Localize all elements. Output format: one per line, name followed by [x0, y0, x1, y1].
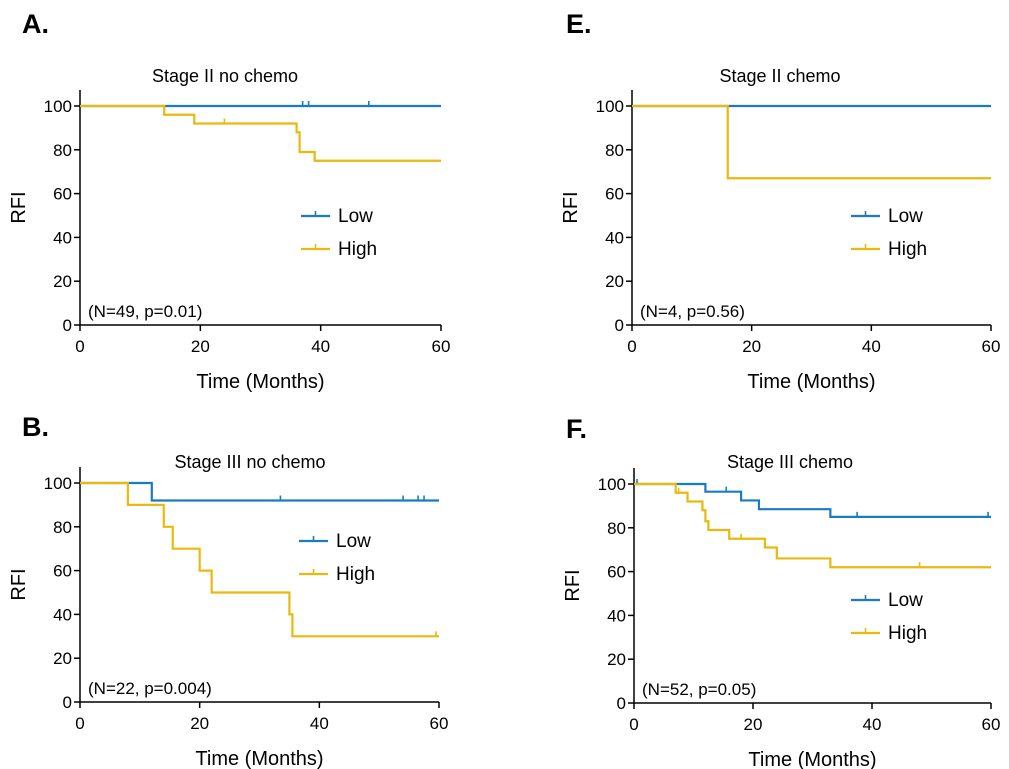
stats-annotation: (N=22, p=0.004): [88, 679, 212, 698]
y-tick-label: 20: [605, 272, 624, 291]
plot-title: Stage II no chemo: [152, 66, 298, 86]
y-tick-label: 40: [605, 228, 624, 247]
y-tick-label: 0: [617, 694, 626, 713]
y-tick-label: 80: [605, 141, 624, 160]
y-tick-label: 60: [53, 185, 72, 204]
x-tick-label: 40: [310, 714, 329, 733]
legend-label-low: Low: [338, 206, 373, 227]
x-tick-label: 0: [629, 715, 638, 734]
series-line-low: [634, 482, 991, 518]
x-tick-label: 0: [75, 337, 84, 356]
y-tick-label: 20: [53, 649, 72, 668]
y-tick-label: 80: [607, 519, 626, 538]
x-tick-label: 40: [862, 337, 881, 356]
x-tick-label: 20: [191, 337, 210, 356]
series-line-high: [632, 104, 991, 180]
y-tick-label: 40: [53, 605, 72, 624]
km-panel-f: F. Stage III chemo 0 20 40 60 80 100 0 20 40 60 Tim…: [562, 414, 1000, 769]
legend-label-high: High: [336, 564, 375, 585]
y-tick-label: 100: [598, 475, 626, 494]
x-tick-label: 20: [744, 715, 763, 734]
plot-title: Stage II chemo: [719, 66, 840, 86]
y-axis-label: RFI: [560, 191, 582, 223]
x-tick-label: 20: [190, 714, 209, 733]
km-panel-e: E. Stage II chemo 0 20 40 60 80 100 0 20 40 60 Time…: [560, 9, 1000, 393]
y-axis-label: RFI: [8, 568, 30, 600]
y-tick-label: 40: [53, 228, 72, 247]
y-tick-label: 60: [607, 563, 626, 582]
legend-label-low: Low: [888, 590, 923, 611]
stats-annotation: (N=52, p=0.05): [642, 680, 756, 699]
plot-title: Stage III no chemo: [174, 452, 325, 472]
x-axis-label: Time (Months): [747, 371, 875, 393]
x-tick-label: 20: [742, 337, 761, 356]
legend-label-high: High: [338, 239, 377, 260]
x-axis-label: Time (Months): [196, 371, 324, 393]
series-line-high: [634, 482, 991, 569]
plot-title: Stage III chemo: [727, 452, 853, 472]
panel-letter: A.: [22, 9, 49, 39]
km-panel-b: B. Stage III no chemo 0 20 40 60 80 100 0 20 40 60…: [8, 412, 448, 769]
y-tick-label: 80: [53, 518, 72, 537]
x-axis-label: Time (Months): [748, 749, 876, 769]
series-line-high: [80, 481, 439, 638]
x-tick-label: 0: [627, 337, 636, 356]
x-tick-label: 60: [432, 337, 451, 356]
y-axis-label: RFI: [8, 191, 30, 223]
y-tick-label: 0: [63, 316, 72, 335]
y-tick-label: 20: [607, 650, 626, 669]
y-axis-label: RFI: [562, 569, 584, 601]
panel-letter: B.: [22, 412, 49, 442]
y-tick-label: 80: [53, 141, 72, 160]
y-tick-label: 100: [44, 474, 72, 493]
stats-annotation: (N=49, p=0.01): [88, 302, 202, 321]
x-tick-label: 40: [311, 337, 330, 356]
y-tick-label: 40: [607, 606, 626, 625]
km-panel-a: A. Stage II no chemo 0 20 40 60 80 100 0 20 40 60 T…: [8, 9, 450, 393]
x-tick-label: 60: [430, 714, 449, 733]
legend-label-low: Low: [888, 206, 923, 227]
legend-label-high: High: [888, 623, 927, 644]
y-tick-label: 100: [44, 97, 72, 116]
panel-letter: F.: [566, 414, 587, 444]
legend-label-low: Low: [336, 531, 371, 552]
series-line-high: [80, 104, 441, 162]
panel-letter: E.: [566, 9, 592, 39]
y-tick-label: 20: [53, 272, 72, 291]
legend-label-high: High: [888, 239, 927, 260]
x-tick-label: 60: [982, 715, 1001, 734]
stats-annotation: (N=4, p=0.56): [640, 302, 745, 321]
y-tick-label: 100: [596, 97, 624, 116]
series-line-low: [80, 481, 439, 502]
x-axis-label: Time (Months): [195, 748, 323, 769]
x-tick-label: 0: [75, 714, 84, 733]
y-tick-label: 0: [63, 693, 72, 712]
y-tick-label: 0: [615, 316, 624, 335]
x-tick-label: 60: [982, 337, 1001, 356]
y-tick-label: 60: [605, 185, 624, 204]
y-tick-label: 60: [53, 562, 72, 581]
x-tick-label: 40: [863, 715, 882, 734]
